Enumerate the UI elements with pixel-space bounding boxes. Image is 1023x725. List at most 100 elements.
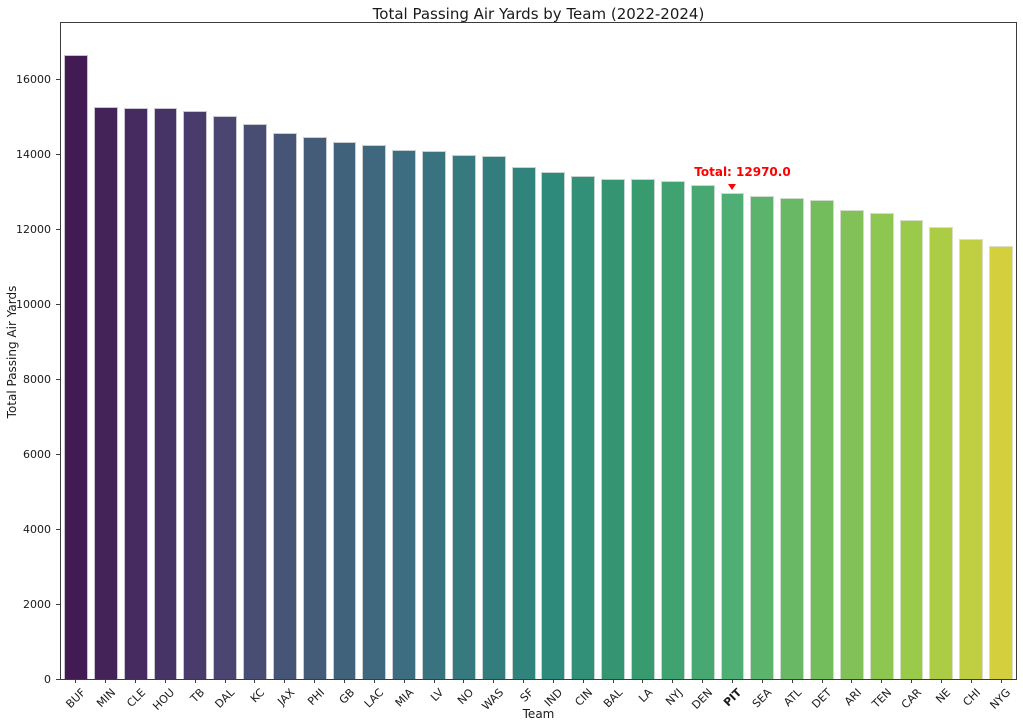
bar-NE: [929, 226, 954, 679]
chart-title: Total Passing Air Yards by Team (2022-20…: [372, 5, 705, 23]
x-tick-label-SF: SF: [517, 686, 536, 705]
y-tick-mark-4000: [56, 528, 60, 530]
x-tick-mark-GB: [344, 679, 346, 683]
bar-NYG: [989, 246, 1014, 679]
x-tick-mark-PIT: [731, 679, 733, 683]
bar-NYJ: [660, 180, 685, 679]
bar-ARI: [839, 210, 864, 679]
x-tick-mark-NO: [463, 679, 465, 683]
y-tick-mark-14000: [56, 153, 60, 155]
x-tick-mark-JAX: [284, 679, 286, 683]
bar-ATL: [780, 197, 805, 679]
x-tick-mark-NE: [940, 679, 942, 683]
x-tick-label-GB: GB: [336, 686, 357, 707]
x-tick-label-LA: LA: [636, 686, 656, 706]
bar-TB: [183, 111, 208, 679]
x-tick-mark-WAS: [493, 679, 495, 683]
y-tick-mark-16000: [56, 78, 60, 80]
x-tick-label-ARI: ARI: [841, 686, 865, 709]
x-tick-mark-SEA: [761, 679, 763, 683]
bar-CLE: [123, 108, 148, 679]
bar-CAR: [899, 219, 924, 679]
x-tick-mark-DAL: [224, 679, 226, 683]
bar-LV: [422, 150, 446, 679]
bar-LAC: [362, 144, 387, 679]
bar-MIN: [93, 106, 118, 679]
y-tick-mark-0: [56, 678, 60, 680]
x-tick-mark-TB: [194, 679, 196, 683]
x-tick-mark-MIA: [403, 679, 405, 683]
y-tick-label-14000: 14000: [16, 147, 51, 161]
bar-SEA: [750, 195, 775, 679]
y-tick-label-8000: 8000: [23, 372, 51, 386]
bar-WAS: [481, 156, 506, 679]
y-tick-label-2000: 2000: [23, 597, 51, 611]
x-tick-label-CIN: CIN: [572, 686, 596, 709]
x-tick-mark-LV: [433, 679, 435, 683]
x-tick-mark-NYJ: [672, 679, 674, 683]
annotation-total-text: Total: 12970.0: [694, 164, 791, 179]
x-tick-label-NO: NO: [454, 686, 477, 708]
x-tick-mark-PHI: [314, 679, 316, 683]
x-tick-mark-MIN: [105, 679, 107, 683]
x-tick-label-PHI: PHI: [304, 686, 327, 709]
x-tick-mark-HOU: [164, 679, 166, 683]
bar-DAL: [213, 115, 238, 679]
x-tick-mark-ATL: [791, 679, 793, 683]
x-tick-mark-DEN: [702, 679, 704, 683]
bar-GB: [332, 142, 357, 679]
x-tick-mark-SF: [523, 679, 525, 683]
y-tick-label-0: 0: [44, 672, 51, 686]
bar-DEN: [690, 184, 715, 679]
x-tick-mark-KC: [254, 679, 256, 683]
bar-KC: [243, 123, 267, 679]
x-tick-label-JAX: JAX: [275, 686, 298, 709]
y-tick-mark-2000: [56, 603, 60, 605]
x-tick-mark-DET: [821, 679, 823, 683]
bar-CIN: [571, 176, 596, 679]
x-tick-mark-IND: [552, 679, 554, 683]
x-tick-mark-CAR: [911, 679, 913, 683]
x-tick-mark-NYG: [1000, 679, 1002, 683]
plot-area: 0 2000 4000 6000 8000 10000 12000 14000 16000 BUF…: [16, 22, 1017, 713]
bar-PHI: [302, 137, 327, 679]
x-tick-mark-LA: [642, 679, 644, 683]
x-tick-label-ATL: ATL: [781, 686, 805, 710]
y-tick-label-6000: 6000: [23, 447, 51, 461]
y-tick-label-12000: 12000: [16, 222, 51, 236]
bar-PIT: [720, 192, 745, 679]
x-tick-label-MIA: MIA: [392, 686, 417, 710]
x-tick-mark-ARI: [851, 679, 853, 683]
bar-IND: [541, 171, 566, 679]
y-tick-mark-6000: [56, 453, 60, 455]
x-tick-mark-BUF: [75, 679, 77, 683]
x-tick-mark-LAC: [373, 679, 375, 683]
annotation-arrow-icon: [728, 183, 737, 190]
bar-JAX: [272, 133, 297, 679]
bar-MIA: [392, 150, 417, 679]
y-tick-label-10000: 10000: [16, 297, 51, 311]
x-tick-label-NE: NE: [933, 686, 954, 706]
bar-NO: [451, 154, 476, 679]
x-tick-mark-TEN: [881, 679, 883, 683]
y-tick-label-16000: 16000: [16, 72, 51, 86]
x-tick-label-LV: LV: [428, 686, 447, 704]
x-tick-mark-CHI: [970, 679, 972, 683]
x-tick-label-KC: KC: [247, 686, 268, 706]
x-tick-label-IND: IND: [542, 686, 566, 710]
x-tick-mark-BAL: [612, 679, 614, 683]
x-tick-label-NYJ: NYJ: [662, 686, 685, 709]
bar-BAL: [601, 178, 626, 679]
bar-SF: [511, 166, 536, 679]
x-tick-label-PIT: PIT: [721, 686, 745, 710]
bar-TEN: [869, 213, 894, 679]
bar-LA: [631, 179, 655, 679]
x-tick-label-CHI: CHI: [960, 686, 984, 709]
bar-DET: [810, 199, 834, 679]
y-tick-mark-10000: [56, 303, 60, 305]
bar-CHI: [959, 238, 984, 679]
bar-BUF: [63, 54, 88, 679]
y-tick-mark-8000: [56, 378, 60, 380]
x-tick-mark-CIN: [582, 679, 584, 683]
